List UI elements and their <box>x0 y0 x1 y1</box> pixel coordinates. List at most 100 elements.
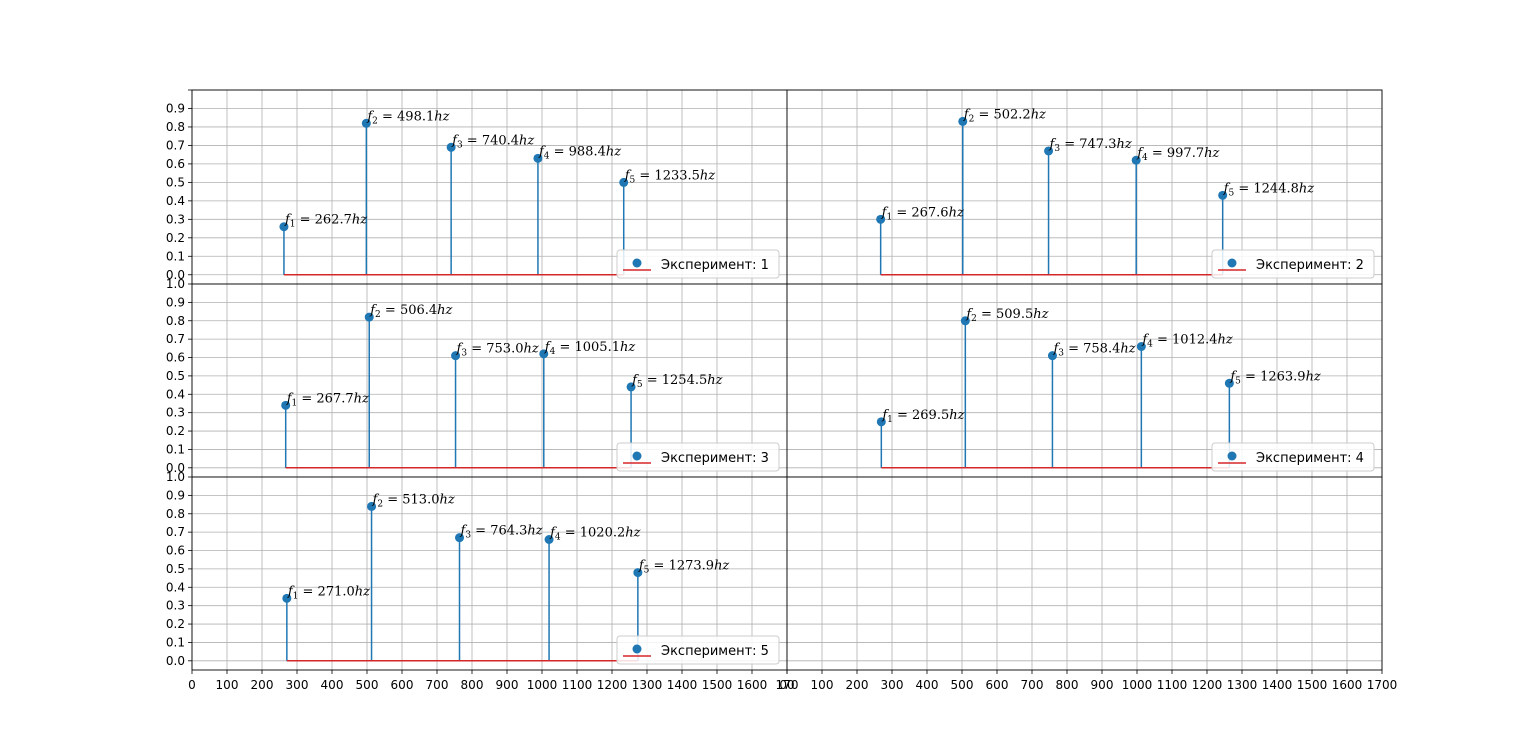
x-tick-label: 500 <box>356 678 379 692</box>
frequency-annotation: f3 = 764.3hz <box>460 524 543 541</box>
y-tick-label: 0.1 <box>166 249 185 263</box>
y-tick-label: 0.7 <box>166 138 185 152</box>
x-tick-label: 1100 <box>562 678 593 692</box>
subplot-6: 00 100 200 300 400 500 600 700 800 900 1000 1100 120… <box>779 476 1397 692</box>
stem-marker <box>626 382 636 392</box>
x-tick-label: 200 <box>251 678 274 692</box>
legend-marker-swatch <box>632 258 642 268</box>
subplot-4: f1 = 269.5hz f2 = 509.5hz f3 = 758.4hz f4 =… <box>786 283 1383 478</box>
x-tick-label: 0 <box>188 678 196 692</box>
legend-marker-swatch <box>632 644 642 654</box>
frequency-annotation: f3 = 747.3hz <box>1049 137 1132 154</box>
frequency-annotation: f2 = 513.0hz <box>372 492 455 509</box>
stem-marker <box>451 351 461 361</box>
stem-marker <box>1044 146 1054 156</box>
x-tick-label: 1100 <box>1157 678 1188 692</box>
x-tick-label: 900 <box>1091 678 1114 692</box>
legend-label: Эксперимент: 4 <box>1256 451 1364 466</box>
y-tick-label: 0.5 <box>166 562 185 576</box>
legend: Эксперимент: 2 <box>1211 249 1375 279</box>
x-tick-label: 1000 <box>1122 678 1153 692</box>
y-tick-label: 0.2 <box>166 231 185 245</box>
x-tick-label: 1000 <box>527 678 558 692</box>
x-tick-label: 1600 <box>737 678 768 692</box>
stem-marker <box>960 316 970 326</box>
frequency-annotation: f4 = 988.4hz <box>538 144 621 161</box>
stem-marker <box>1218 190 1228 200</box>
stem-marker <box>958 116 968 126</box>
stem-marker <box>533 153 543 163</box>
plot-area <box>787 477 1382 670</box>
legend-label: Эксперимент: 2 <box>1256 258 1364 273</box>
legend-marker-swatch <box>1227 258 1237 268</box>
y-tick-label: 0.1 <box>166 442 185 456</box>
stem-marker <box>282 593 292 603</box>
frequency-annotation: f1 = 267.6hz <box>881 205 964 222</box>
stem-marker <box>876 417 886 427</box>
y-tick-label: 0.3 <box>166 406 185 420</box>
frequency-annotation: f3 = 740.4hz <box>451 133 534 150</box>
y-tick-label: 0.5 <box>166 175 185 189</box>
y-tick-label: 0.0 <box>166 461 185 475</box>
y-tick-label: 0.7 <box>166 332 185 346</box>
frequency-annotation: f1 = 267.7hz <box>286 391 369 408</box>
legend-box <box>616 635 780 665</box>
x-tick-label: 1200 <box>1192 678 1223 692</box>
y-tick-label: 0.9 <box>166 488 185 502</box>
y-tick-label: 0.9 <box>166 295 185 309</box>
subplot-1: 0.0 0.1 0.2 0.3 0.4 0.5 0.6 0.7 0.8 0.9 f1 = 262.7… <box>166 89 788 285</box>
y-tick-label: 0.4 <box>166 580 185 594</box>
x-tick-label: 500 <box>951 678 974 692</box>
x-tick-label: 1400 <box>667 678 698 692</box>
frequency-annotation: f5 = 1273.9hz <box>638 559 730 576</box>
frequency-annotation: f1 = 262.7hz <box>284 213 367 230</box>
x-tick-label: 1600 <box>1332 678 1363 692</box>
x-tick-label: 170 <box>776 678 799 692</box>
y-tick-label: 0.5 <box>166 369 185 383</box>
stem-marker <box>446 142 456 152</box>
stem-marker <box>1131 155 1141 165</box>
stem-marker <box>455 533 465 543</box>
y-tick-label: 0.2 <box>166 424 185 438</box>
stem-marker <box>1047 351 1057 361</box>
x-tick-label: 300 <box>881 678 904 692</box>
x-tick-label: 1300 <box>632 678 663 692</box>
legend: Эксперимент: 4 <box>1211 442 1375 472</box>
x-tick-label: 800 <box>1056 678 1079 692</box>
x-tick-label: 1500 <box>702 678 733 692</box>
x-tick-label: 700 <box>1021 678 1044 692</box>
stem-marker <box>539 349 549 359</box>
x-tick-label: 400 <box>916 678 939 692</box>
frequency-annotation: f3 = 758.4hz <box>1052 342 1135 359</box>
stem-marker <box>361 118 371 128</box>
x-tick-label: 800 <box>461 678 484 692</box>
legend-marker-swatch <box>632 451 642 461</box>
frequency-annotation: f1 = 271.0hz <box>287 584 370 601</box>
frequency-annotation: f4 = 997.7hz <box>1136 146 1219 163</box>
legend-label: Эксперимент: 1 <box>661 258 769 273</box>
frequency-annotation: f5 = 1244.8hz <box>1223 181 1315 198</box>
y-tick-label: 0.1 <box>166 635 185 649</box>
legend-box <box>616 249 780 279</box>
y-tick-label: 0.8 <box>166 507 185 521</box>
legend-box <box>616 442 780 472</box>
frequency-annotation: f1 = 269.5hz <box>881 408 964 425</box>
legend: Эксперимент: 3 <box>616 442 780 472</box>
x-tick-label: 700 <box>426 678 449 692</box>
y-tick-label: 0.4 <box>166 194 185 208</box>
x-tick-label: 200 <box>846 678 869 692</box>
frequency-annotation: f4 = 1020.2hz <box>549 525 641 542</box>
stem-marker <box>633 568 643 578</box>
x-tick-label: 1500 <box>1297 678 1328 692</box>
y-tick-label: 0.6 <box>166 351 185 365</box>
subplot-3: 0.0 0.1 0.2 0.3 0.4 0.5 0.6 0.7 0.8 0.9 1.0 f1 = 26… <box>166 277 788 478</box>
frequency-annotation: f2 = 498.1hz <box>366 109 449 126</box>
y-tick-label: 0.8 <box>166 314 185 328</box>
y-tick-label: 1.0 <box>166 277 185 291</box>
frequency-annotation: f2 = 502.2hz <box>963 107 1046 124</box>
legend-box <box>1211 442 1375 472</box>
legend: Эксперимент: 1 <box>616 249 780 279</box>
subplot-5: 0.0 0.1 0.2 0.3 0.4 0.5 0.6 0.7 0.8 0.9 1.0 0 100 200… <box>166 470 799 692</box>
frequency-annotation: f2 = 509.5hz <box>965 307 1048 324</box>
y-tick-label: 0.9 <box>166 101 185 115</box>
